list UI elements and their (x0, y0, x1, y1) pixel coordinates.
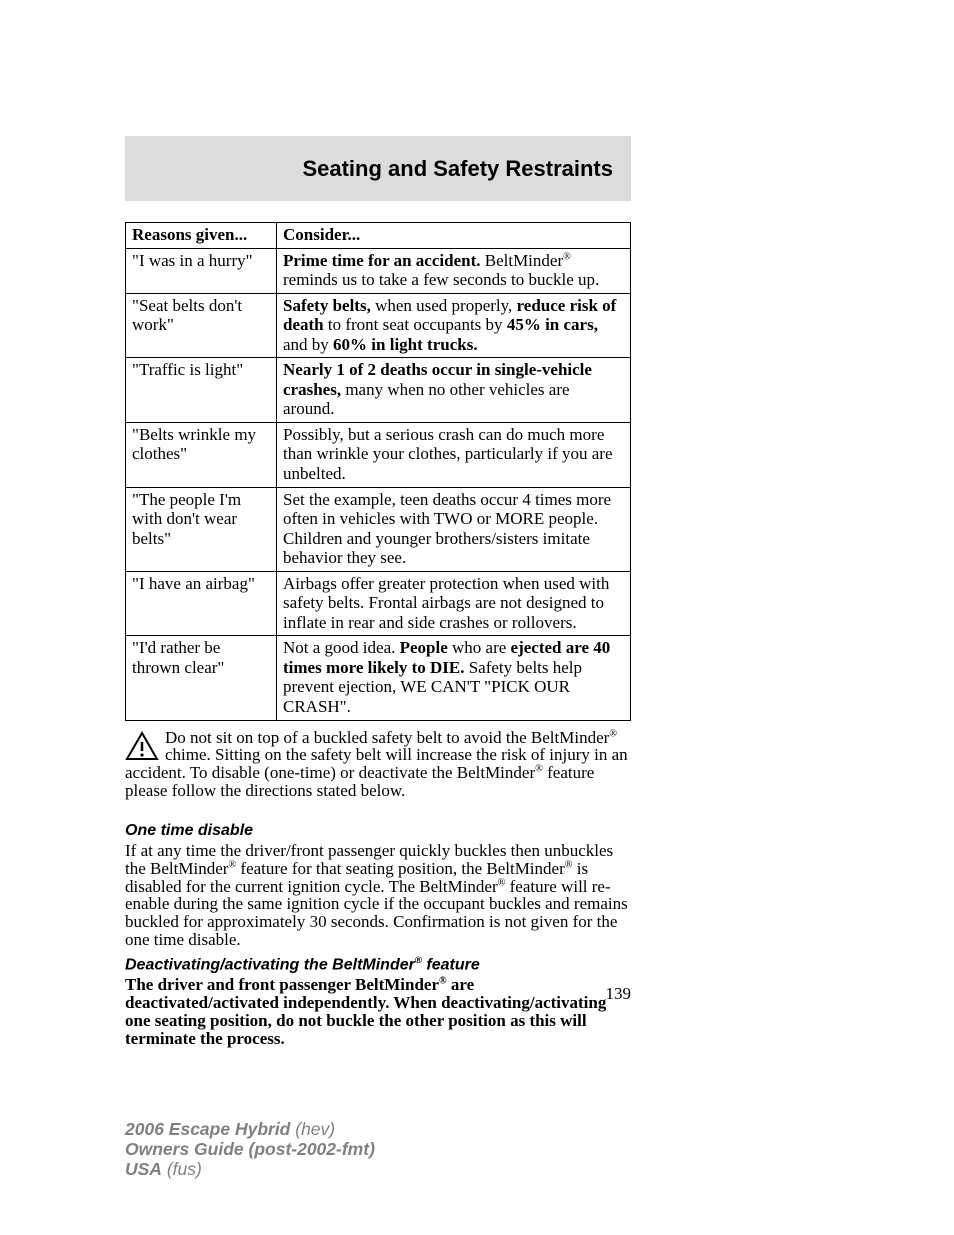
one-time-heading: One time disable (125, 822, 631, 840)
table-row: "I'd rather be thrown clear"Not a good i… (126, 636, 631, 720)
consider-cell: Set the example, teen deaths occur 4 tim… (277, 487, 631, 571)
table-header-row: Reasons given... Consider... (126, 223, 631, 249)
warning-block: Do not sit on top of a buckled safety be… (125, 729, 631, 800)
consider-cell: Not a good idea. People who are ejected … (277, 636, 631, 720)
page: Seating and Safety Restraints Reasons gi… (0, 0, 954, 1235)
footer-line-2: Owners Guide (post-2002-fmt) (125, 1139, 375, 1159)
reason-cell: "The people I'm with don't wear belts" (126, 487, 277, 571)
footer-region-code: (fus) (167, 1159, 202, 1179)
table-row: "The people I'm with don't wear belts"Se… (126, 487, 631, 571)
page-number: 139 (606, 984, 632, 1004)
footer-region: USA (125, 1159, 162, 1179)
footer-model-code: (hev) (295, 1119, 335, 1139)
reason-cell: "Traffic is light" (126, 358, 277, 423)
deactivating-body: The driver and front passenger BeltMinde… (125, 976, 631, 1047)
warning-icon (125, 731, 159, 761)
consider-cell: Airbags offer greater protection when us… (277, 571, 631, 636)
footer-line-3: USA (fus) (125, 1159, 375, 1179)
reason-cell: "I'd rather be thrown clear" (126, 636, 277, 720)
footer-line-1: 2006 Escape Hybrid (hev) (125, 1119, 375, 1139)
col-header-consider: Consider... (277, 223, 631, 249)
table-row: "Belts wrinkle my clothes"Possibly, but … (126, 422, 631, 487)
consider-cell: Nearly 1 of 2 deaths occur in single-veh… (277, 358, 631, 423)
reason-cell: "Seat belts don't work" (126, 293, 277, 358)
table-row: "I was in a hurry"Prime time for an acci… (126, 248, 631, 293)
content-area: Reasons given... Consider... "I was in a… (125, 222, 631, 1048)
table-row: "I have an airbag"Airbags offer greater … (126, 571, 631, 636)
header-band: Seating and Safety Restraints (125, 136, 631, 201)
deactivating-heading: Deactivating/activating the BeltMinder® … (125, 955, 631, 974)
warning-text: Do not sit on top of a buckled safety be… (125, 728, 628, 801)
page-title: Seating and Safety Restraints (302, 156, 613, 182)
reason-cell: "I was in a hurry" (126, 248, 277, 293)
col-header-reason: Reasons given... (126, 223, 277, 249)
consider-cell: Safety belts, when used properly, reduce… (277, 293, 631, 358)
table-row: "Traffic is light"Nearly 1 of 2 deaths o… (126, 358, 631, 423)
consider-cell: Possibly, but a serious crash can do muc… (277, 422, 631, 487)
one-time-body: If at any time the driver/front passenge… (125, 842, 631, 949)
consider-cell: Prime time for an accident. BeltMinder® … (277, 248, 631, 293)
footer-model: 2006 Escape Hybrid (125, 1119, 290, 1139)
footer: 2006 Escape Hybrid (hev) Owners Guide (p… (125, 1119, 375, 1179)
reason-cell: "Belts wrinkle my clothes" (126, 422, 277, 487)
reasons-table: Reasons given... Consider... "I was in a… (125, 222, 631, 721)
table-row: "Seat belts don't work"Safety belts, whe… (126, 293, 631, 358)
reason-cell: "I have an airbag" (126, 571, 277, 636)
